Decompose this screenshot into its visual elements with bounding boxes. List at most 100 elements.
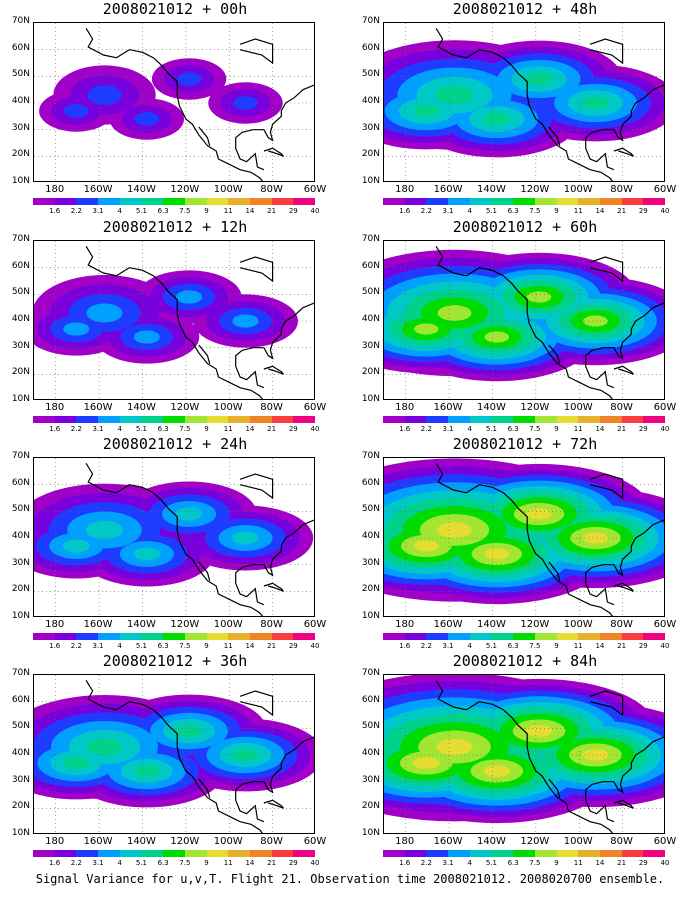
- colorbar-swatch: [513, 198, 535, 205]
- lat-tick-label: 30N: [361, 557, 380, 568]
- lon-tick-label: 160W: [83, 184, 113, 195]
- colorbar-label: 29: [288, 859, 298, 867]
- colorbar-label: 6.3: [157, 207, 169, 215]
- colorbar-label: 2.2: [420, 642, 432, 650]
- colorbar-label: 5.1: [485, 642, 498, 650]
- coastline: [589, 473, 624, 500]
- coastline: [548, 344, 561, 364]
- colorbar-label: 2.2: [70, 859, 82, 867]
- colorbar-label: 7.5: [529, 207, 541, 215]
- lon-tick-label: 160W: [83, 836, 113, 847]
- colorbar-swatch: [404, 198, 427, 205]
- colorbar-swatch: [33, 850, 55, 857]
- colorbar-label: 21: [617, 425, 627, 433]
- colorbar-label: 9: [204, 642, 209, 650]
- colorbar-label: 40: [310, 425, 320, 433]
- colorbar: [383, 198, 665, 205]
- colorbar-label: 2.2: [70, 425, 82, 433]
- colorbar-swatch: [141, 633, 164, 640]
- lat-tick-label: 40N: [361, 748, 380, 758]
- colorbar-swatch: [206, 416, 229, 423]
- colorbar-label: 11: [223, 859, 233, 867]
- colorbar-label: 3.1: [92, 642, 104, 650]
- lat-tick-label: 30N: [361, 122, 380, 133]
- colorbar-swatch: [76, 850, 99, 857]
- coastline: [239, 256, 274, 283]
- coastline: [85, 679, 264, 833]
- colorbar-label: 3.1: [442, 425, 454, 433]
- lon-tick-label: 120W: [170, 836, 200, 847]
- colorbar-swatch: [184, 416, 207, 423]
- colorbar-label: 3.1: [92, 207, 104, 215]
- coastline: [198, 778, 211, 798]
- colorbar-swatch: [534, 850, 557, 857]
- lat-tick-label: 10N: [11, 394, 30, 404]
- panel-title: 2008021012 + 00h: [102, 0, 248, 18]
- colorbar-label: 3.1: [442, 642, 454, 650]
- lon-tick-label: 140W: [126, 402, 156, 413]
- lat-tick-label: 30N: [11, 122, 30, 133]
- lon-tick-label: 100W: [563, 619, 593, 630]
- lon-tick-label: 180: [45, 836, 65, 847]
- lon-tick-label: 120W: [170, 619, 200, 630]
- colorbar-swatch: [404, 416, 427, 423]
- coastline: [85, 462, 264, 616]
- colorbar-label: 29: [288, 425, 298, 433]
- contour-layer: [412, 72, 610, 126]
- colorbar-swatch: [54, 633, 77, 640]
- colorbar-label: 5.1: [485, 425, 498, 433]
- lat-tick-label: 70N: [11, 16, 30, 26]
- lat-tick-label: 50N: [11, 287, 30, 298]
- coastline: [589, 690, 624, 717]
- colorbar-label: 4: [117, 859, 122, 867]
- colorbar-label: 14: [245, 425, 255, 433]
- lon-tick-label: 160W: [83, 619, 113, 630]
- lat-tick-label: 50N: [11, 504, 30, 515]
- colorbar-label: 9: [554, 207, 559, 215]
- colorbar-label: 1.6: [399, 859, 411, 867]
- colorbar-label: 7.5: [179, 425, 191, 433]
- colorbar-swatch: [383, 416, 405, 423]
- colorbar-swatch: [119, 633, 142, 640]
- colorbar-label: 1.6: [399, 425, 411, 433]
- lon-tick-label: 120W: [520, 184, 550, 195]
- colorbar-label: 6.3: [507, 859, 519, 867]
- coastline: [235, 519, 314, 606]
- lat-tick-label: 60N: [361, 694, 380, 705]
- colorbar-swatch: [491, 850, 514, 857]
- colorbar-swatch: [513, 416, 535, 423]
- lon-tick-label: 80W: [610, 836, 633, 847]
- colorbar-label: 9: [554, 859, 559, 867]
- colorbar-label: 7.5: [529, 642, 541, 650]
- colorbar-swatch: [54, 198, 77, 205]
- lat-tick-label: 60N: [11, 260, 30, 271]
- colorbar-swatch: [621, 198, 644, 205]
- lat-tick-label: 10N: [11, 611, 30, 621]
- colorbar-swatch: [534, 416, 557, 423]
- colorbar-label: 2.2: [70, 642, 82, 650]
- colorbar-swatch: [578, 198, 600, 205]
- coastline: [589, 256, 624, 283]
- colorbar-swatch: [578, 850, 600, 857]
- panel-title: 2008021012 + 72h: [452, 435, 598, 453]
- colorbar-swatch: [491, 416, 514, 423]
- lon-tick-label: 100W: [213, 836, 243, 847]
- colorbar-label: 21: [617, 207, 627, 215]
- lat-tick-label: 30N: [361, 774, 380, 785]
- coastline: [548, 778, 561, 798]
- lat-tick-label: 70N: [361, 451, 380, 461]
- coastline: [198, 561, 211, 581]
- colorbar-label: 14: [595, 642, 605, 650]
- lat-tick-label: 10N: [361, 828, 380, 838]
- colorbar-label: 14: [245, 642, 255, 650]
- contour-layer: [63, 72, 258, 126]
- colorbar-swatch: [119, 850, 142, 857]
- colorbar-swatch: [98, 633, 120, 640]
- colorbar-swatch: [448, 850, 470, 857]
- lon-tick-label: 80W: [260, 619, 283, 630]
- colorbar-label: 9: [204, 859, 209, 867]
- colorbar-label: 40: [660, 207, 670, 215]
- lon-tick-label: 60W: [653, 836, 677, 847]
- colorbar-label: 29: [288, 642, 298, 650]
- colorbar-swatch: [271, 416, 294, 423]
